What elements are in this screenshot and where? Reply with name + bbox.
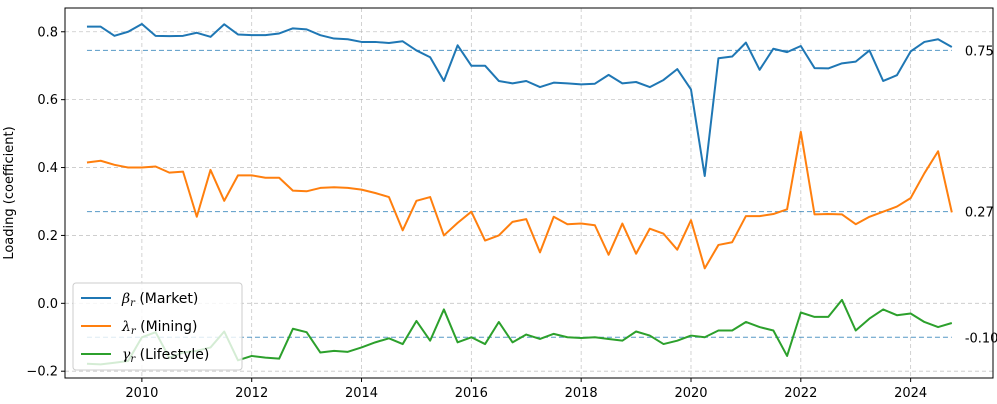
grid [65, 8, 993, 378]
legend-entry: λr (Mining) [121, 319, 198, 337]
y-tick-label: 0.0 [37, 297, 58, 312]
x-tick-label: 2012 [235, 386, 268, 401]
legend-entry: γr (Lifestyle) [122, 347, 209, 365]
x-tick-label: 2020 [674, 386, 707, 401]
legend: βr (Market) λr (Mining) γr (Lifestyle) [72, 282, 243, 371]
y-tick-label: 0.4 [37, 161, 58, 176]
x-tick-label: 2016 [455, 386, 488, 401]
y-tick-label: 0.8 [37, 25, 58, 40]
y-axis-label: Loading (coefficient) [2, 126, 17, 259]
x-tick-label: 2024 [894, 386, 927, 401]
y-tick-label: 0.6 [37, 93, 58, 108]
reference-value-label: 0.27 [965, 206, 994, 221]
x-tick-label: 2018 [565, 386, 598, 401]
legend-entry: βr (Market) [121, 291, 198, 309]
plot-frame [64, 7, 994, 379]
reference-value-label: -0.10 [965, 331, 997, 346]
y-tick-label: −0.2 [26, 365, 58, 380]
reference-labels: 0.75 0.27 -0.10 [965, 44, 997, 346]
x-tick-label: 2010 [125, 386, 158, 401]
series-line [86, 130, 953, 270]
legend-box [72, 282, 243, 371]
series-line [86, 22, 953, 178]
reference-value-label: 0.75 [965, 44, 994, 59]
y-axis: −0.2 0.0 0.2 0.4 0.6 0.8 [26, 25, 65, 380]
x-tick-label: 2014 [345, 386, 378, 401]
y-tick-label: 0.2 [37, 229, 58, 244]
x-tick-label: 2022 [784, 386, 817, 401]
x-axis: 2010 2012 2014 2016 2018 2020 2022 2024 [125, 378, 927, 401]
